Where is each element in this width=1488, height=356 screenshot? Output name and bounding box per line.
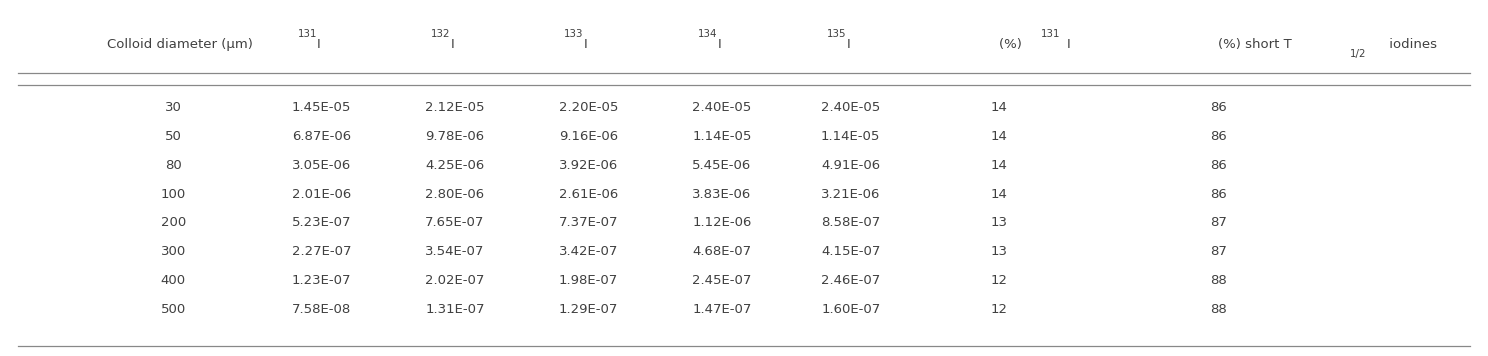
Text: 7.65E-07: 7.65E-07 <box>426 216 485 229</box>
Text: 1.31E-07: 1.31E-07 <box>426 303 485 315</box>
Text: 5.45E-06: 5.45E-06 <box>692 159 751 172</box>
Text: 4.68E-07: 4.68E-07 <box>692 245 751 258</box>
Text: 4.15E-07: 4.15E-07 <box>821 245 881 258</box>
Text: 1.14E-05: 1.14E-05 <box>692 130 751 143</box>
Text: 400: 400 <box>161 274 186 287</box>
Text: 50: 50 <box>165 130 182 143</box>
Text: 30: 30 <box>165 101 182 114</box>
Text: 8.58E-07: 8.58E-07 <box>821 216 881 229</box>
Text: 3.21E-06: 3.21E-06 <box>821 188 881 201</box>
Text: 86: 86 <box>1210 188 1226 201</box>
Text: I: I <box>717 38 722 51</box>
Text: 2.80E-06: 2.80E-06 <box>426 188 485 201</box>
Text: 200: 200 <box>161 216 186 229</box>
Text: 2.61E-06: 2.61E-06 <box>558 188 618 201</box>
Text: 2.02E-07: 2.02E-07 <box>426 274 485 287</box>
Text: 14: 14 <box>991 101 1007 114</box>
Text: 86: 86 <box>1210 159 1226 172</box>
Text: 2.46E-07: 2.46E-07 <box>821 274 881 287</box>
Text: 1.14E-05: 1.14E-05 <box>821 130 881 143</box>
Text: 80: 80 <box>165 159 182 172</box>
Text: 13: 13 <box>991 216 1007 229</box>
Text: I: I <box>451 38 454 51</box>
Text: 9.78E-06: 9.78E-06 <box>426 130 485 143</box>
Text: 13: 13 <box>991 245 1007 258</box>
Text: 88: 88 <box>1210 274 1226 287</box>
Text: 3.05E-06: 3.05E-06 <box>292 159 351 172</box>
Text: 133: 133 <box>564 29 583 39</box>
Text: 5.23E-07: 5.23E-07 <box>292 216 351 229</box>
Text: 1/2: 1/2 <box>1350 49 1366 59</box>
Text: 86: 86 <box>1210 101 1226 114</box>
Text: I: I <box>317 38 321 51</box>
Text: 3.83E-06: 3.83E-06 <box>692 188 751 201</box>
Text: 87: 87 <box>1210 216 1226 229</box>
Text: I: I <box>1067 38 1071 51</box>
Text: 9.16E-06: 9.16E-06 <box>559 130 618 143</box>
Text: 1.45E-05: 1.45E-05 <box>292 101 351 114</box>
Text: 2.27E-07: 2.27E-07 <box>292 245 351 258</box>
Text: 12: 12 <box>991 303 1007 315</box>
Text: 1.23E-07: 1.23E-07 <box>292 274 351 287</box>
Text: 4.25E-06: 4.25E-06 <box>426 159 485 172</box>
Text: 87: 87 <box>1210 245 1226 258</box>
Text: 1.29E-07: 1.29E-07 <box>558 303 618 315</box>
Text: 2.40E-05: 2.40E-05 <box>821 101 881 114</box>
Text: 131: 131 <box>1040 29 1059 39</box>
Text: (%): (%) <box>998 38 1027 51</box>
Text: 14: 14 <box>991 159 1007 172</box>
Text: I: I <box>847 38 850 51</box>
Text: 300: 300 <box>161 245 186 258</box>
Text: 7.37E-07: 7.37E-07 <box>558 216 618 229</box>
Text: 14: 14 <box>991 188 1007 201</box>
Text: 2.40E-05: 2.40E-05 <box>692 101 751 114</box>
Text: 1.98E-07: 1.98E-07 <box>558 274 618 287</box>
Text: (%) short T: (%) short T <box>1219 38 1292 51</box>
Text: 3.54E-07: 3.54E-07 <box>426 245 485 258</box>
Text: 1.47E-07: 1.47E-07 <box>692 303 751 315</box>
Text: 2.45E-07: 2.45E-07 <box>692 274 751 287</box>
Text: 100: 100 <box>161 188 186 201</box>
Text: 4.91E-06: 4.91E-06 <box>821 159 881 172</box>
Text: 135: 135 <box>827 29 847 39</box>
Text: 7.58E-08: 7.58E-08 <box>292 303 351 315</box>
Text: 1.60E-07: 1.60E-07 <box>821 303 881 315</box>
Text: iodines: iodines <box>1385 38 1437 51</box>
Text: 3.42E-07: 3.42E-07 <box>558 245 618 258</box>
Text: 2.12E-05: 2.12E-05 <box>426 101 485 114</box>
Text: 500: 500 <box>161 303 186 315</box>
Text: 2.01E-06: 2.01E-06 <box>292 188 351 201</box>
Text: 14: 14 <box>991 130 1007 143</box>
Text: Colloid diameter (μm): Colloid diameter (μm) <box>107 38 253 51</box>
Text: 131: 131 <box>298 29 317 39</box>
Text: 134: 134 <box>698 29 717 39</box>
Text: 6.87E-06: 6.87E-06 <box>292 130 351 143</box>
Text: 12: 12 <box>991 274 1007 287</box>
Text: 132: 132 <box>432 29 451 39</box>
Text: 3.92E-06: 3.92E-06 <box>558 159 618 172</box>
Text: 1.12E-06: 1.12E-06 <box>692 216 751 229</box>
Text: I: I <box>583 38 588 51</box>
Text: 86: 86 <box>1210 130 1226 143</box>
Text: 2.20E-05: 2.20E-05 <box>558 101 618 114</box>
Text: 88: 88 <box>1210 303 1226 315</box>
